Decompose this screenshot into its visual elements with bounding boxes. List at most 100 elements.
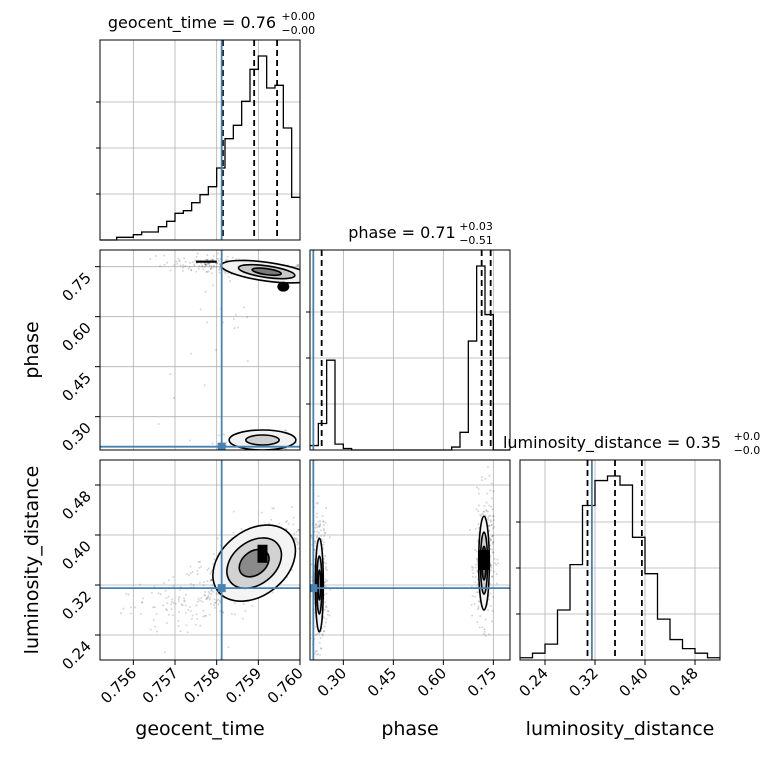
sample-point — [246, 316, 249, 319]
sample-point — [201, 264, 204, 267]
sample-point — [162, 604, 165, 607]
sample-point — [491, 575, 494, 578]
sample-point — [488, 514, 491, 517]
sample-point — [172, 585, 175, 588]
sample-point — [179, 585, 182, 588]
sample-point — [217, 603, 220, 606]
sample-point — [169, 373, 172, 376]
sample-point — [139, 612, 142, 615]
x-tick-label-geocent_time: 0.758 — [180, 664, 223, 707]
sample-point — [233, 613, 236, 616]
sample-point — [166, 602, 169, 605]
density-peak — [479, 550, 489, 570]
sample-point — [214, 349, 217, 352]
sample-point — [199, 308, 202, 311]
sample-point — [322, 630, 325, 633]
sample-point — [285, 429, 288, 432]
sample-point — [215, 266, 218, 269]
sample-point — [477, 492, 480, 495]
sample-point — [290, 506, 293, 509]
sample-point — [485, 509, 488, 512]
sample-point — [491, 542, 494, 545]
sample-point — [179, 264, 182, 267]
sample-point — [218, 271, 221, 274]
sample-point — [127, 593, 130, 596]
sample-point — [475, 508, 478, 511]
sample-point — [304, 530, 306, 532]
sample-point — [320, 647, 323, 650]
sample-point — [193, 264, 196, 267]
sample-point — [482, 513, 485, 516]
sample-point — [483, 504, 486, 507]
sample-point — [213, 601, 216, 604]
sample-point — [297, 547, 300, 550]
sample-point — [207, 270, 210, 273]
sample-point — [192, 583, 195, 586]
x-tick-label-phase: 0.75 — [464, 664, 500, 700]
sample-point — [197, 597, 200, 600]
density-peak — [257, 544, 268, 563]
sample-point — [236, 458, 238, 460]
sample-point — [328, 536, 331, 539]
sample-point — [477, 487, 480, 490]
sample-point — [314, 526, 317, 529]
sample-point — [170, 600, 173, 603]
sample-point — [489, 514, 492, 517]
sample-point — [489, 544, 492, 547]
sample-point — [130, 612, 133, 615]
sample-point — [211, 258, 214, 261]
sample-point — [315, 502, 318, 505]
sample-point — [202, 609, 205, 612]
sample-point — [213, 558, 216, 561]
sample-point — [297, 264, 300, 267]
sample-point — [183, 599, 186, 602]
sample-point — [295, 264, 298, 267]
sample-point — [492, 515, 495, 518]
sample-point — [310, 534, 313, 537]
y-tick-label-phase: 0.45 — [58, 369, 94, 405]
sample-point — [206, 580, 209, 583]
sample-point — [496, 562, 499, 565]
sample-point — [477, 600, 480, 603]
sample-point — [164, 589, 167, 592]
sample-point — [213, 606, 216, 609]
sample-point — [471, 575, 474, 578]
sample-point — [496, 558, 499, 561]
sample-point — [339, 504, 341, 506]
sample-point — [477, 504, 480, 507]
sample-point — [210, 589, 213, 592]
sample-point — [323, 532, 326, 535]
sample-point — [208, 613, 211, 616]
sample-point — [474, 576, 477, 579]
sample-point — [204, 258, 207, 261]
sample-point — [183, 600, 186, 603]
sample-point — [207, 594, 210, 597]
sample-point — [326, 579, 329, 582]
sample-point — [478, 626, 481, 629]
sample-point — [231, 256, 234, 259]
sample-point — [214, 601, 217, 604]
histogram-step-luminosity_distance — [520, 475, 720, 659]
sample-point — [252, 454, 254, 456]
sample-point — [155, 612, 158, 615]
sample-point — [325, 605, 328, 608]
sample-point — [197, 267, 200, 270]
title-minus-luminosity_distance: −0.04 — [734, 444, 760, 457]
sample-point — [218, 267, 221, 270]
histogram-luminosity_distance: luminosity_distance = 0.35 +0.04−0.04 — [503, 430, 760, 661]
sample-point — [206, 597, 209, 600]
sample-point — [489, 537, 492, 540]
sample-point — [190, 268, 193, 271]
sample-point — [260, 511, 263, 514]
sample-point — [196, 600, 199, 603]
sample-point — [156, 630, 159, 633]
sample-point — [178, 595, 181, 598]
sample-point — [209, 579, 212, 582]
sample-point — [211, 584, 214, 587]
sample-point — [315, 650, 318, 653]
sample-point — [319, 647, 322, 650]
sample-point — [222, 433, 225, 436]
sample-point — [198, 264, 201, 267]
sample-point — [209, 572, 212, 575]
sample-point — [212, 266, 215, 269]
